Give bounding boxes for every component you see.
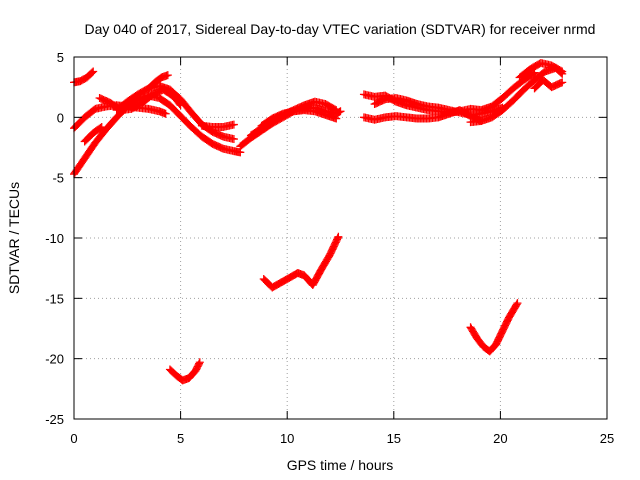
series-arc-11 — [257, 106, 341, 130]
x-tick-label: 5 — [177, 431, 184, 446]
y-tick-label: 5 — [57, 50, 64, 65]
x-tick-label: 0 — [70, 431, 77, 446]
data-point — [513, 299, 522, 308]
y-axis-label: SDTVAR / TECUs — [6, 182, 22, 294]
x-axis-label: GPS time / hours — [287, 457, 394, 473]
x-tick-label: 10 — [280, 431, 294, 446]
data-point-interp — [333, 234, 342, 243]
data-point — [332, 106, 341, 115]
data-point — [195, 358, 204, 367]
x-tick-label: 20 — [493, 431, 507, 446]
axis-ticks — [73, 56, 608, 420]
series-arc-16 — [515, 59, 567, 82]
data-point-interp — [512, 300, 521, 309]
series-arc-19 — [259, 232, 343, 292]
data-point-interp — [330, 105, 339, 114]
data-point — [558, 67, 567, 76]
data-points — [70, 59, 567, 385]
y-tick-label: -10 — [45, 231, 64, 246]
data-point-interp — [88, 68, 97, 77]
data-point — [161, 109, 170, 118]
series-arc-05 — [80, 122, 106, 146]
y-tick-labels: 5 0 -5 -10 -15 -20 -25 — [45, 50, 64, 427]
data-point — [89, 67, 98, 76]
series-arc-08 — [197, 120, 238, 131]
data-point — [229, 120, 238, 129]
data-point — [336, 107, 345, 116]
series-arc-14 — [370, 94, 507, 119]
y-tick-label: -15 — [45, 291, 64, 306]
y-tick-label: -25 — [45, 412, 64, 427]
data-point — [558, 78, 567, 87]
series-arc-07 — [144, 71, 172, 93]
series-arc-17 — [530, 75, 567, 93]
data-point — [163, 71, 172, 80]
data-point-interp — [556, 66, 565, 75]
data-point-interp — [96, 123, 105, 132]
chart-title: Day 040 of 2017, Sidereal Day-to-day VTE… — [85, 21, 596, 37]
y-tick-label: 0 — [57, 110, 64, 125]
series-arc-01 — [70, 67, 98, 87]
x-tick-label: 15 — [387, 431, 401, 446]
data-point-interp — [195, 359, 204, 368]
grid-lines — [74, 57, 607, 419]
x-tick-label: 25 — [600, 431, 614, 446]
series-arc-18 — [165, 358, 204, 385]
y-tick-label: -20 — [45, 352, 64, 367]
data-point — [229, 135, 238, 144]
series-arc-06 — [112, 81, 238, 144]
data-point — [332, 114, 341, 123]
y-tick-label: -5 — [52, 171, 64, 186]
series-arc-20 — [466, 299, 522, 356]
data-point — [97, 122, 106, 131]
data-point — [334, 232, 343, 241]
x-tick-labels: 0 5 10 15 20 25 — [70, 431, 614, 446]
